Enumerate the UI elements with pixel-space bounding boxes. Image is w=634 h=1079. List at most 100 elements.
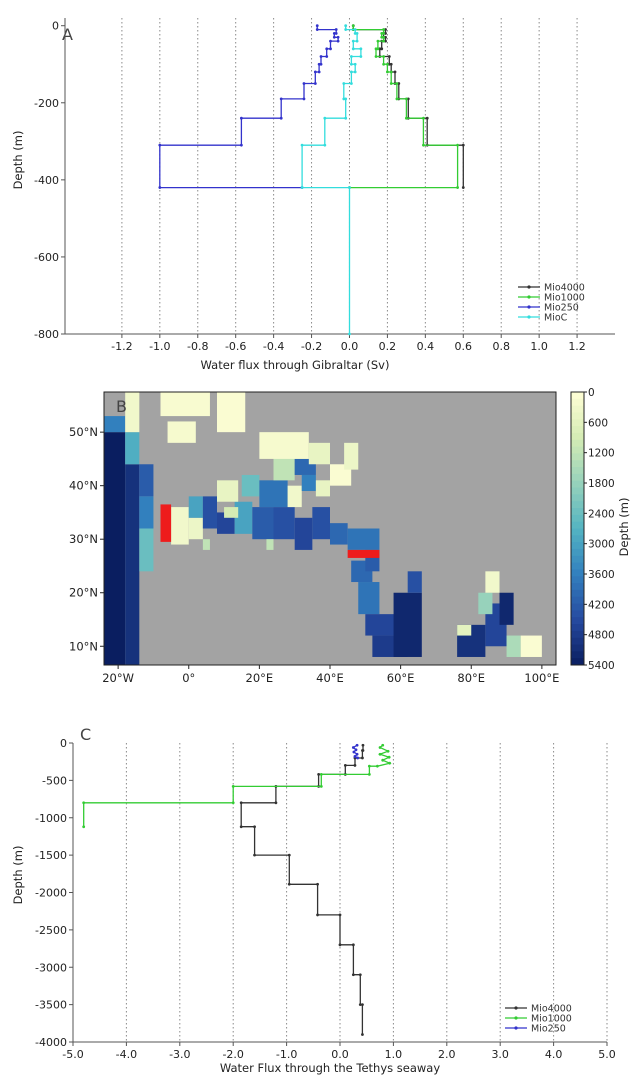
ocean-cell-33 — [217, 392, 246, 433]
colorbar-tick-label-6: 3600 — [588, 569, 615, 581]
panel-a-point-mio1000-10 — [374, 47, 378, 51]
panel-c-point-mio1000-8 — [367, 764, 371, 768]
colorbar-segment-6 — [571, 432, 584, 441]
panel-a-point-mioc-11 — [349, 62, 353, 66]
colorbar-segment-28 — [571, 583, 584, 591]
panel-c-legend-label-mio1000: Mio1000 — [531, 1014, 572, 1025]
colorbar-segment-29 — [571, 589, 584, 598]
panel-a-point-mio1000-22 — [422, 116, 425, 120]
panel-c-point-mio4000-26 — [361, 1003, 364, 1007]
panel-a-point-mioc-14 — [349, 70, 353, 74]
panel-a-point-mio1000-23 — [422, 143, 425, 147]
panel-a-point-mio1000-12 — [382, 55, 386, 58]
panel-c-x-tick-label-3-0: -3.0 — [169, 1048, 190, 1061]
map-x-tick-label-1: 0° — [182, 671, 195, 685]
panel-c-series-mio1000 — [83, 744, 392, 827]
panel-c-y-tick-label-3500: -3500 — [35, 999, 67, 1012]
panel-c-y-tick-label-3000: -3000 — [35, 961, 67, 974]
panel-a-point-mioc-19 — [344, 116, 348, 120]
panel-c-y-tick-label-2000: -2000 — [35, 887, 67, 900]
panel-c-x-tick-label-4-0: 4.0 — [545, 1048, 563, 1061]
panel-c-point-mio4000-12 — [239, 801, 243, 805]
colorbar-label: Depth (m) — [617, 498, 631, 557]
panel-a-point-mioc-21 — [323, 143, 327, 147]
panel-c-legend-label-mio250: Mio250 — [531, 1024, 566, 1035]
panel-a-point-mio250-0 — [315, 24, 319, 28]
colorbar-tick-label-3: 1800 — [588, 478, 615, 490]
panel-a-point-mio4000-12 — [387, 55, 391, 58]
panel-c-xlabel: Water Flux through the Tethys seaway — [220, 1061, 441, 1075]
panel-a-point-mio4000-25 — [461, 186, 465, 189]
panel-c-legend-marker-mio1000 — [514, 1016, 518, 1020]
colorbar-segment-22 — [571, 542, 584, 550]
colorbar-segment-26 — [571, 569, 584, 577]
panel-a-point-mio250-5 — [332, 35, 336, 39]
ocean-cell-23 — [287, 485, 302, 508]
panel-c-point-mio1000-11 — [319, 784, 323, 788]
colorbar-segment-1 — [571, 398, 584, 407]
panel-a-point-mioc-20 — [323, 116, 327, 120]
panel-c-point-mio1000-13 — [231, 801, 235, 805]
panel-a-point-mioc-8 — [359, 47, 363, 51]
map-y-tick-label-4: 50°N — [69, 425, 98, 439]
panel-a-point-mioc-12 — [353, 62, 357, 66]
panel-c-label: C — [80, 725, 91, 744]
colorbar-segment-2 — [571, 405, 584, 413]
colorbar-segment-16 — [571, 501, 584, 509]
panel-c-point-mio4000-13 — [239, 825, 243, 829]
colorbar-segment-4 — [571, 419, 584, 427]
panel-a-point-mio4000-14 — [389, 62, 393, 66]
panel-a-point-mioc-9 — [359, 55, 363, 58]
gateway-tethys-seaway — [347, 549, 380, 558]
panel-a-ylabel: Depth (m) — [11, 131, 25, 190]
colorbar-segment-8 — [571, 446, 584, 454]
panel-a-point-mioc-1 — [344, 28, 348, 31]
ocean-cell-49 — [485, 571, 500, 593]
colorbar-tick-label-5: 3000 — [588, 539, 615, 551]
ocean-cell-2 — [104, 416, 126, 433]
panel-a-point-mio1000-19 — [395, 97, 399, 101]
colorbar-segment-9 — [571, 453, 584, 461]
panel-c-point-mio250-1 — [351, 746, 355, 749]
panel-c-x-tick-label-5-0: 5.0 — [598, 1048, 616, 1061]
panel-a-x-tick-label-1-2: -1.2 — [111, 340, 132, 353]
panel-a-x-tick-label-0-0: 0.0 — [341, 340, 359, 353]
panel-c-point-mio1000-15 — [82, 825, 86, 829]
panel-a-y-tick-label-800: -800 — [34, 328, 59, 341]
map-x-tick-label-2: 20°E — [246, 671, 274, 685]
colorbar-frame — [570, 391, 585, 666]
panel-c-legend-marker-mio4000 — [514, 1006, 518, 1010]
panel-a-label: A — [62, 25, 73, 44]
map-x-tick-label-6: 100°E — [524, 671, 559, 685]
ocean-cell-16 — [294, 517, 313, 550]
colorbar-segment-11 — [571, 467, 584, 475]
panel-a-point-mioc-18 — [344, 97, 348, 101]
panel-a-point-mio250-10 — [325, 47, 329, 51]
panel-b-map: 20°W 0° 20°E 40°E 60°E 80°E 100°E 10°N 20°N 30°N 4… — [69, 387, 615, 685]
panel-c-point-mio4000-6 — [343, 764, 347, 767]
ocean-cell-52 — [202, 539, 210, 550]
panel-a-gibraltar-flux: A Water flux through Gibraltar (Sv) Dept… — [11, 18, 615, 372]
panel-b-label: B — [116, 397, 127, 416]
panel-c-point-mio1000-4 — [387, 755, 391, 759]
panel-c-point-mio4000-23 — [351, 973, 355, 977]
panel-a-point-mio1000-8 — [376, 39, 380, 43]
map-y-tick-label-2: 30°N — [69, 532, 98, 546]
panel-a-point-mio1000-13 — [382, 62, 386, 66]
panel-a-point-mio250-25 — [158, 186, 162, 189]
map-y-tick-label-3: 40°N — [69, 479, 98, 493]
ocean-cell-17 — [312, 507, 330, 540]
ocean-cell-37 — [358, 582, 380, 615]
panel-a-point-mio250-2 — [334, 28, 338, 31]
panel-c-x-tick-label-2-0: -2.0 — [222, 1048, 243, 1061]
panel-c-point-mio4000-24 — [358, 973, 362, 977]
panel-a-point-mio250-6 — [336, 35, 340, 39]
ocean-cell-8 — [171, 507, 189, 545]
panel-a-y-tick-label-600: -600 — [34, 251, 59, 264]
panel-a-x-tick-label-1-0: -1.0 — [149, 340, 170, 353]
ocean-cell-19 — [347, 528, 380, 550]
panel-a-legend-marker-mio250 — [527, 305, 531, 309]
panel-c-point-mio250-4 — [355, 752, 359, 756]
ocean-cell-46 — [520, 635, 542, 657]
ocean-cell-5 — [139, 496, 154, 529]
